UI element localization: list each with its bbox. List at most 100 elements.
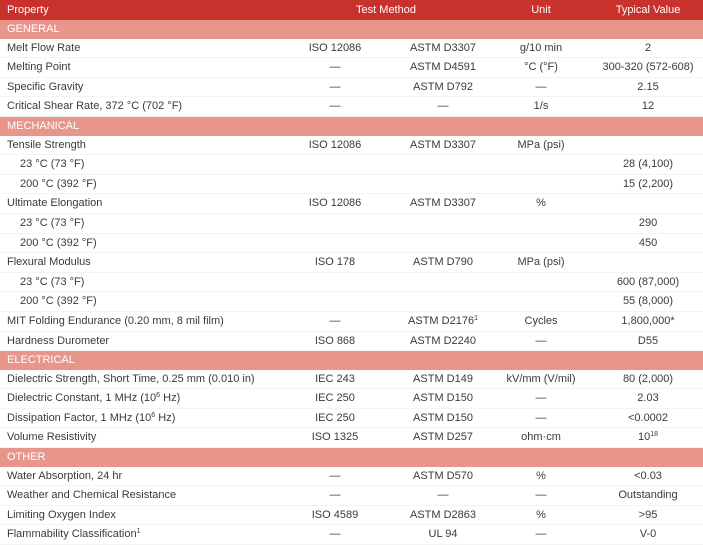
astm-method-cell: ASTM D2240: [387, 331, 490, 352]
astm-method-cell: ASTM D570: [387, 466, 490, 487]
typical-value-cell: D55: [593, 331, 703, 352]
property-cell: Limiting Oxygen Index: [0, 505, 283, 526]
property-label: Specific Gravity: [7, 80, 84, 93]
property-label: Flammability Classification: [7, 528, 137, 541]
property-label: 23 °C (73 °F): [20, 216, 85, 229]
astm-method-label: ASTM D3307: [409, 138, 477, 151]
typical-value-cell: 1,800,000*: [593, 311, 703, 332]
property-label: 200 °C (392 °F): [20, 236, 97, 249]
unit-cell: [489, 291, 594, 312]
section-title: MECHANICAL: [0, 116, 703, 136]
table-row: Dielectric Constant, 1 MHz (106 Hz) IEC 2…: [0, 388, 703, 409]
sub-property-cell: 23 °C (73 °F): [0, 154, 283, 175]
property-cell: Dissipation Factor, 1 MHz (106 Hz): [0, 408, 283, 429]
table-row: MIT Folding Endurance (0.20 mm, 8 mil fi…: [0, 311, 703, 332]
property-label: 23 °C (73 °F): [20, 275, 85, 288]
property-label: Dielectric Strength, Short Time, 0.25 mm…: [7, 372, 255, 385]
astm-method-cell: ASTM D3307: [387, 38, 490, 59]
astm-method-cell: [387, 174, 490, 195]
table-row: Tensile Strength ISO 12086 ASTM D3307 MPa (…: [0, 135, 703, 156]
table-row: Dissipation Factor, 1 MHz (106 Hz) IEC 25…: [0, 408, 703, 429]
property-label: Tensile Strength: [7, 138, 86, 151]
unit-cell: g/10 min: [489, 38, 594, 59]
property-label: 200 °C (392 °F): [20, 295, 97, 308]
typical-value-label: V-0: [639, 528, 657, 541]
unit-cell: —: [489, 388, 594, 409]
astm-method-label: ASTM D2176: [408, 314, 475, 327]
typical-value-cell: 12: [593, 96, 703, 117]
property-label-suffix: Hz): [160, 392, 181, 405]
unit-cell: [489, 272, 594, 293]
unit-cell: %: [489, 193, 594, 214]
unit-cell: MPa (psi): [489, 135, 594, 156]
property-label: 200 °C (392 °F): [20, 177, 97, 190]
astm-method-label: ASTM D257: [413, 431, 473, 444]
table-row: 200 °C (392 °F) 15 (2,200): [0, 174, 703, 195]
typical-value-label: 15 (2,200): [622, 177, 674, 190]
property-label: MIT Folding Endurance (0.20 mm, 8 mil fi…: [7, 314, 224, 327]
astm-method-label: ASTM D3307: [409, 197, 477, 210]
table-row: Dielectric Strength, Short Time, 0.25 mm…: [0, 369, 703, 390]
table-row: Water Absorption, 24 hr — ASTM D570% <0.03: [0, 466, 703, 487]
unit-cell: 1/s: [489, 96, 594, 117]
astm-method-cell: [387, 213, 490, 234]
section-header-row: OTHER: [0, 447, 703, 467]
typical-value-cell: 600 (87,000): [593, 272, 703, 293]
astm-method-cell: ASTM D21761: [387, 311, 490, 332]
astm-method-cell: ASTM D790: [387, 252, 490, 273]
iso-method-cell: —: [283, 77, 387, 98]
astm-method-cell: ASTM D150: [387, 388, 490, 409]
unit-cell: [489, 233, 594, 254]
typical-value-label: 290: [638, 216, 658, 229]
astm-method-cell: —: [387, 485, 490, 506]
astm-method-cell: [387, 154, 490, 175]
typical-value-cell: <0.0002: [593, 408, 703, 429]
table-row: Weather and Chemical Resistance — — — Outsta…: [0, 485, 703, 506]
iso-method-cell: ISO 12086: [283, 135, 387, 156]
unit-cell: —: [489, 408, 594, 429]
astm-method-cell: ASTM D3307: [387, 135, 490, 156]
typical-value-label: 55 (8,000): [622, 295, 674, 308]
typical-value-label: >95: [638, 508, 658, 521]
typical-value-cell: 2.03: [593, 388, 703, 409]
typical-value-label: 450: [638, 236, 658, 249]
iso-method-cell: ISO 868: [283, 331, 387, 352]
typical-value-label: 2: [644, 41, 652, 54]
property-label: 23 °C (73 °F): [20, 158, 85, 171]
iso-method-cell: IEC 243: [283, 369, 387, 390]
iso-method-cell: ISO 12086: [283, 38, 387, 59]
table-row: Melt Flow Rate ISO 12086 ASTM D3307 g/10 mi…: [0, 38, 703, 59]
unit-cell: [489, 174, 594, 195]
section-header-row: ELECTRICAL: [0, 350, 703, 370]
property-label: Critical Shear Rate, 372 °C (702 °F): [7, 100, 183, 113]
property-label: Melting Point: [7, 61, 71, 74]
property-label: Weather and Chemical Resistance: [7, 489, 177, 502]
property-cell: Specific Gravity: [0, 77, 283, 98]
property-cell: Melting Point: [0, 57, 283, 78]
typical-value-cell: 28 (4,100): [593, 154, 703, 175]
unit-cell: %: [489, 466, 594, 487]
astm-method-label: —: [437, 489, 449, 502]
table-row: Limiting Oxygen Index ISO 4589 ASTM D2863%…: [0, 505, 703, 526]
property-label: Volume Resistivity: [7, 431, 97, 444]
astm-method-label: ASTM D570: [413, 469, 473, 482]
typical-value-label: 28 (4,100): [622, 158, 674, 171]
iso-method-cell: IEC 250: [283, 388, 387, 409]
astm-method-cell: ASTM D150: [387, 408, 490, 429]
sub-property-cell: 200 °C (392 °F): [0, 291, 283, 312]
iso-method-cell: [283, 213, 387, 234]
table-row: 23 °C (73 °F) 290: [0, 213, 703, 234]
section-header-row: GENERAL: [0, 20, 703, 39]
typical-value-label: 1,800,000*: [621, 314, 675, 327]
typical-value-label: 80 (2,000): [622, 372, 674, 385]
typical-value-label: 10: [637, 431, 651, 444]
typical-value-cell: 80 (2,000): [593, 369, 703, 390]
astm-method-label: ASTM D792: [413, 80, 473, 93]
typical-value-cell: 2: [593, 38, 703, 59]
astm-method-cell: ASTM D257: [387, 427, 490, 449]
table-row: 23 °C (73 °F) 600 (87,000): [0, 272, 703, 293]
property-cell: Critical Shear Rate, 372 °C (702 °F): [0, 96, 283, 117]
unit-cell: —: [489, 485, 594, 506]
property-label-suffix: Hz): [155, 411, 176, 424]
